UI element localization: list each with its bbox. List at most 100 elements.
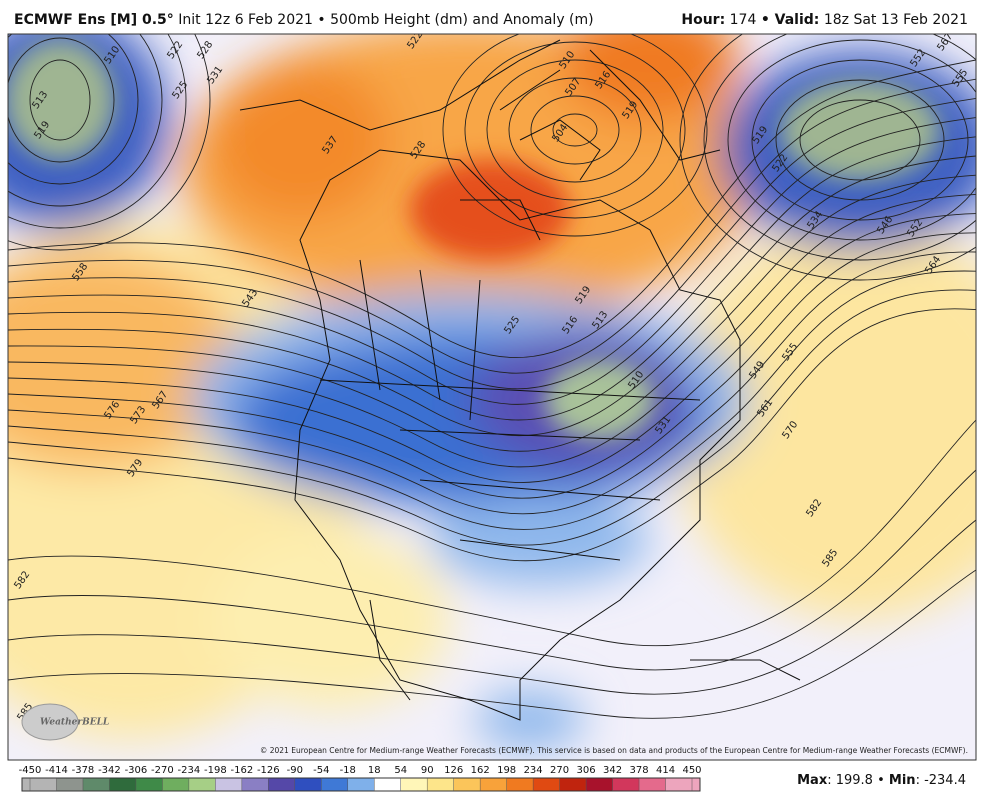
logo-text: WeatherBELL bbox=[40, 718, 109, 728]
colorbar-swatch bbox=[109, 778, 137, 791]
colorbar-swatch bbox=[82, 778, 110, 791]
colorbar-tick-label: -18 bbox=[340, 765, 356, 776]
colorbar-swatch bbox=[135, 778, 163, 791]
colorbar-swatch bbox=[241, 778, 269, 791]
model: ECMWF Ens [M] 0.5° bbox=[14, 12, 174, 28]
height-contours bbox=[8, 34, 976, 719]
colorbar-tick-label: 450 bbox=[682, 765, 701, 776]
min-value: -234.4 bbox=[924, 773, 966, 788]
colorbar-tick-label: 342 bbox=[603, 765, 622, 776]
colorbar-tick-label: -234 bbox=[178, 765, 201, 776]
contour-line bbox=[8, 569, 976, 719]
header-right: Hour: 174 • Valid: 18z Sat 13 Feb 2021 bbox=[681, 12, 968, 28]
colorbar-tick-label: 54 bbox=[394, 765, 407, 776]
colorbar-swatch bbox=[215, 778, 243, 791]
contour-line bbox=[8, 308, 976, 562]
colorbar-swatch bbox=[374, 778, 402, 791]
colorbar-cap bbox=[692, 778, 700, 791]
contour-line bbox=[8, 289, 976, 546]
max-label: Max bbox=[797, 773, 828, 788]
sep: • bbox=[877, 773, 885, 788]
contour-line bbox=[8, 136, 976, 421]
colorbar-tick-label: -162 bbox=[230, 765, 253, 776]
colorbar-tick-label: 162 bbox=[471, 765, 490, 776]
hour: 174 bbox=[730, 12, 757, 28]
contour-line bbox=[8, 59, 976, 358]
hour-label: Hour: bbox=[681, 12, 725, 28]
contour-line bbox=[8, 193, 976, 468]
colorbar-swatch bbox=[480, 778, 508, 791]
contour-line bbox=[8, 419, 976, 647]
map-frame bbox=[7, 33, 977, 761]
colorbar-swatch bbox=[665, 778, 693, 791]
contour-line bbox=[703, 34, 976, 261]
contour-line bbox=[530, 95, 620, 165]
contour-line bbox=[8, 34, 187, 229]
valid-label: • Valid: bbox=[761, 12, 820, 28]
contour-line bbox=[8, 37, 115, 163]
colorbar-swatch bbox=[559, 778, 587, 791]
colorbar-tick-label: 306 bbox=[577, 765, 596, 776]
contour-line bbox=[799, 99, 921, 181]
anomaly-cores bbox=[8, 40, 940, 440]
colorbar-swatch bbox=[400, 778, 428, 791]
colorbar-frame bbox=[21, 777, 701, 792]
colorbar-swatch bbox=[56, 778, 84, 791]
colorbar-swatch bbox=[268, 778, 296, 791]
colorbar-tick-label: -450 bbox=[19, 765, 42, 776]
contour-line bbox=[8, 519, 976, 695]
colorbar-swatch bbox=[506, 778, 534, 791]
contour-line bbox=[679, 34, 976, 281]
contour-line bbox=[442, 34, 708, 237]
contour-line bbox=[8, 34, 163, 207]
colorbar-tick-label: 414 bbox=[656, 765, 675, 776]
logo: WeatherBELL bbox=[21, 703, 109, 741]
contour-line bbox=[8, 270, 976, 530]
contour-line bbox=[552, 113, 598, 147]
contour-line bbox=[8, 97, 976, 390]
colorbar-tick-label: -378 bbox=[72, 765, 95, 776]
colon: : bbox=[916, 773, 925, 788]
colorbar-tick-label: 270 bbox=[550, 765, 569, 776]
contour-line bbox=[8, 174, 976, 452]
colorbar-tick-label: 198 bbox=[497, 765, 516, 776]
colorbar-tick-label: 126 bbox=[444, 765, 463, 776]
contour-line bbox=[486, 59, 664, 201]
colorbar-tick-label: 90 bbox=[421, 765, 434, 776]
valid: 18z Sat 13 Feb 2021 bbox=[824, 12, 968, 28]
colorbar-tick-label: -342 bbox=[98, 765, 121, 776]
colon: : bbox=[827, 773, 836, 788]
colorbar-tick-label: -198 bbox=[204, 765, 227, 776]
contour-line bbox=[464, 41, 686, 219]
contour-line bbox=[751, 59, 969, 221]
contour-line bbox=[8, 251, 976, 515]
max-value: 199.8 bbox=[836, 773, 873, 788]
colorbar: -450 -414 -378 -342 -306 -270 -234 -198 -162 -126… bbox=[19, 765, 702, 792]
colorbar-tick-label: -90 bbox=[287, 765, 303, 776]
colorbar-swatch bbox=[586, 778, 614, 791]
contour-line bbox=[8, 34, 211, 251]
contour-line bbox=[8, 78, 976, 374]
colorbar-tick-label: 18 bbox=[368, 765, 381, 776]
copyright: © 2021 European Centre for Medium-range … bbox=[260, 746, 968, 755]
colorbar-tick-label: -270 bbox=[151, 765, 174, 776]
colorbar-tick-label: -306 bbox=[125, 765, 148, 776]
colorbar-swatch bbox=[453, 778, 481, 791]
coastlines bbox=[239, 39, 801, 721]
colorbar-swatch bbox=[612, 778, 640, 791]
colorbar-tick-label: 234 bbox=[524, 765, 543, 776]
colorbar-cap bbox=[22, 778, 30, 791]
contour-line bbox=[508, 77, 642, 183]
contour-line bbox=[8, 213, 976, 483]
colorbar-swatch bbox=[294, 778, 322, 791]
colorbar-swatch bbox=[30, 778, 57, 791]
contour-line bbox=[8, 34, 139, 185]
colorbar-swatch bbox=[533, 778, 561, 791]
colorbar-swatch bbox=[321, 778, 349, 791]
contour-line bbox=[8, 155, 976, 437]
anomaly-field bbox=[8, 34, 976, 750]
colorbar-swatch bbox=[188, 778, 216, 791]
contour-line bbox=[8, 232, 976, 499]
